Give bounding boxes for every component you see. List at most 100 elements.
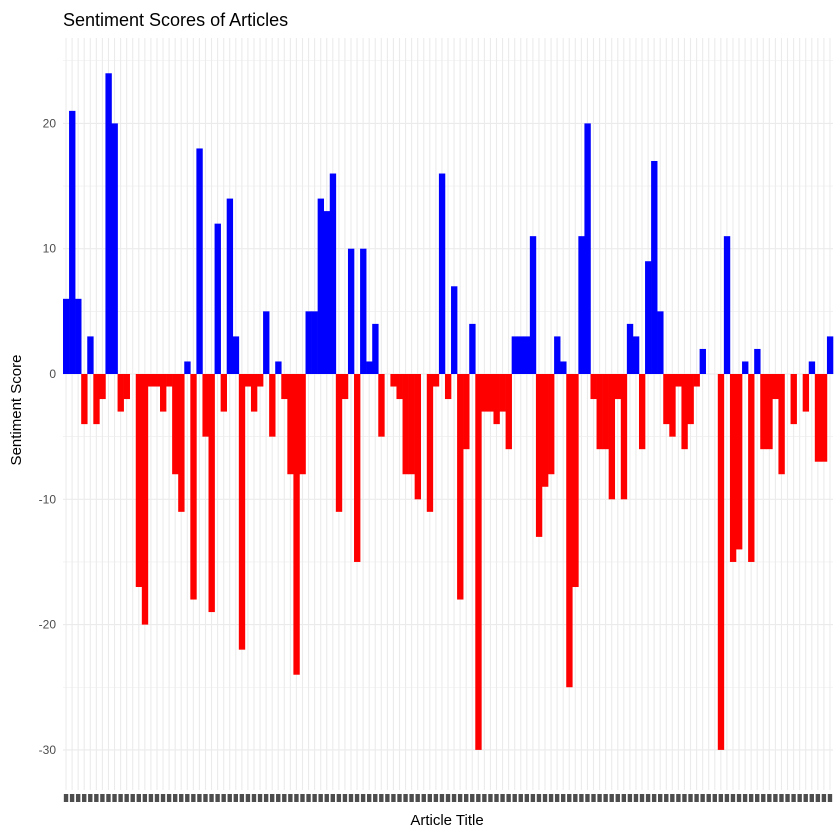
bar [548, 374, 555, 475]
x-tick-label [124, 794, 129, 802]
x-tick-label [106, 794, 111, 802]
x-tick-label [360, 794, 366, 802]
bar [184, 361, 191, 374]
x-tick-label [154, 794, 160, 802]
bar [681, 374, 688, 450]
x-tick-label [342, 794, 348, 802]
bar [190, 374, 197, 600]
x-tick-label [767, 794, 772, 802]
bar [717, 374, 725, 750]
x-tick-label [166, 794, 172, 802]
x-tick-label [82, 794, 87, 802]
x-tick-label [373, 794, 378, 802]
x-tick-label [445, 794, 451, 802]
bar [505, 374, 512, 450]
bar [669, 374, 676, 437]
bar [335, 374, 343, 512]
bar [778, 374, 785, 475]
x-tick-label [379, 794, 384, 802]
bar [117, 374, 124, 412]
x-tick-label [597, 794, 602, 802]
bar [305, 311, 312, 374]
bar [517, 336, 525, 374]
x-tick-label [300, 794, 305, 802]
bar [590, 374, 597, 400]
bar [99, 374, 106, 400]
bars [63, 73, 834, 750]
bar [651, 160, 658, 374]
bar [257, 374, 264, 387]
x-tick-label [100, 794, 105, 802]
x-tick-label [791, 794, 796, 802]
x-tick-label [136, 794, 141, 802]
x-tick-label [585, 794, 590, 802]
x-tick-label [239, 794, 245, 802]
x-tick-label [651, 794, 657, 802]
bar [269, 374, 276, 437]
x-tick-label [354, 794, 360, 802]
x-tick-label [809, 794, 814, 802]
bar [645, 261, 652, 374]
bar [244, 374, 252, 387]
x-tick-label [276, 794, 281, 802]
x-tick-label [185, 794, 190, 802]
bar [238, 374, 246, 650]
x-tick-label [63, 794, 69, 802]
x-tick-label [191, 794, 196, 802]
bar [226, 198, 234, 374]
bar [469, 323, 476, 374]
bar [378, 374, 385, 437]
bar [523, 336, 531, 374]
x-tick-label [797, 794, 802, 802]
x-tick-label [803, 794, 808, 802]
x-tick-label [560, 794, 566, 802]
bar [366, 361, 373, 374]
bar [620, 374, 628, 500]
bar [69, 110, 76, 375]
bar [87, 336, 94, 374]
x-tick-label [179, 794, 184, 802]
x-tick-label [730, 794, 736, 802]
x-tick-label [312, 794, 317, 802]
bar [675, 374, 682, 387]
x-tick-label [172, 794, 178, 802]
bar [147, 374, 155, 387]
x-tick-label [670, 794, 675, 802]
bar [402, 374, 409, 475]
bar [408, 374, 415, 475]
bar [341, 374, 349, 400]
x-tick-label [554, 794, 560, 802]
x-tick-label [488, 794, 493, 802]
x-tick-label [69, 794, 75, 802]
x-tick-label [688, 794, 693, 802]
bar [772, 374, 779, 400]
bar [323, 211, 331, 374]
y-tick-label: 10 [43, 242, 57, 256]
x-tick-label [451, 794, 457, 802]
bar [457, 374, 464, 600]
x-tick-label [215, 794, 220, 802]
bar [390, 374, 397, 387]
x-tick-label [197, 794, 202, 802]
bar [311, 311, 318, 374]
y-axis-title: Sentiment Score [8, 355, 25, 466]
bar [584, 123, 591, 375]
bar [275, 361, 282, 374]
x-tick-label [463, 794, 469, 802]
x-tick-label [336, 794, 342, 802]
x-tick-label [397, 794, 402, 802]
bar [63, 298, 70, 374]
x-tick-label [294, 794, 299, 802]
bar [263, 311, 270, 374]
x-tick-label [682, 794, 687, 802]
bar [748, 374, 755, 562]
bar [481, 374, 488, 412]
x-tick-label [209, 794, 214, 802]
x-tick-label [815, 794, 821, 802]
bar [329, 173, 337, 374]
x-tick-label [324, 794, 329, 802]
bar [687, 374, 694, 425]
bar [663, 374, 670, 425]
bar [172, 374, 179, 475]
x-tick-label [609, 794, 614, 802]
